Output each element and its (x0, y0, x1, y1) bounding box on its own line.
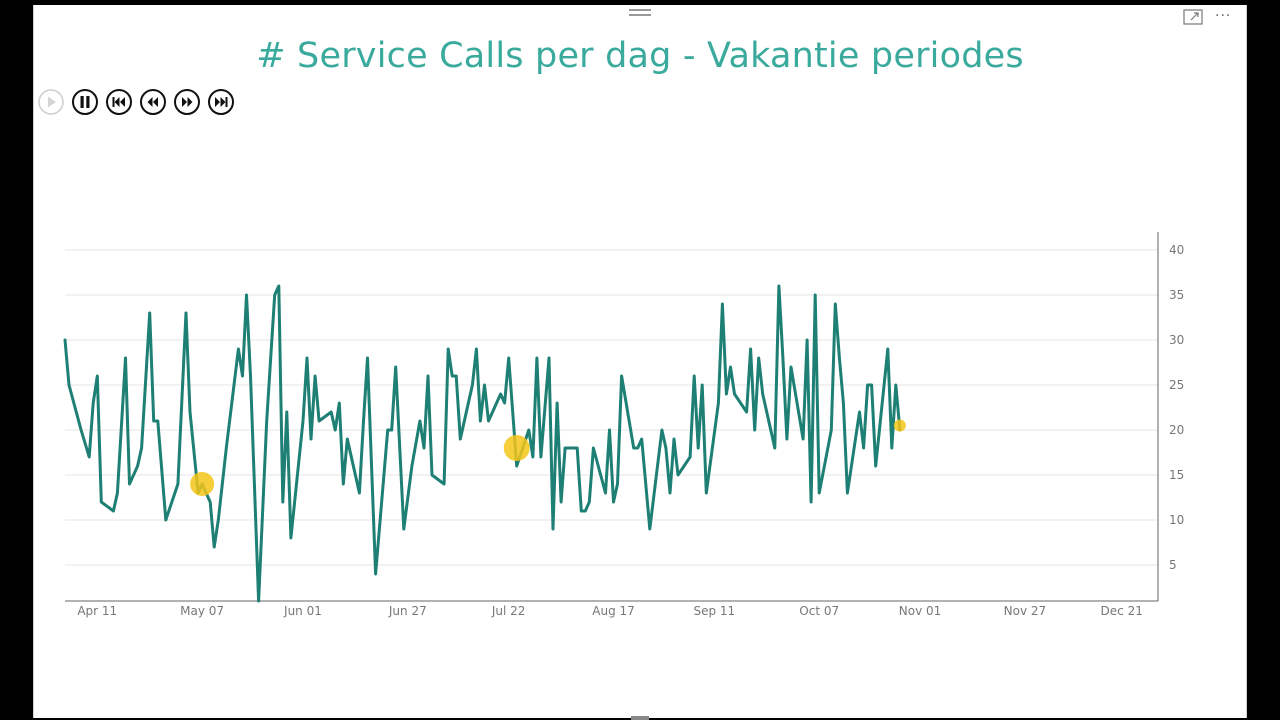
previous-frame-button[interactable] (139, 88, 167, 116)
drag-handle-bar (629, 13, 651, 16)
y-tick-label: 35 (1169, 288, 1184, 302)
chart-title: # Service Calls per dag - Vakantie perio… (256, 36, 1024, 76)
highlight-bubble (503, 435, 530, 461)
last-frame-button[interactable] (207, 88, 235, 116)
y-tick-label: 10 (1169, 513, 1184, 527)
x-tick-label: Jun 27 (388, 604, 427, 618)
x-tick-label: Sep 11 (693, 604, 735, 618)
x-tick-label: Jun 01 (283, 604, 322, 618)
axes: 5 10 15 20 25 30 35 40 Apr 11 May 07 Jun 01 Jun 27 J… (65, 232, 1184, 618)
skip-to-start-icon (112, 97, 125, 107)
x-tick-label: Oct 07 (799, 604, 839, 618)
step-forward-icon (182, 97, 193, 107)
x-tick-label: Nov 27 (1004, 604, 1047, 618)
x-tick-label: Jul 22 (491, 604, 526, 618)
highlights (190, 419, 906, 496)
y-tick-label: 20 (1169, 423, 1184, 437)
focus-mode-icon[interactable] (1183, 9, 1203, 25)
series-line (63, 284, 902, 603)
y-tick-label: 15 (1169, 468, 1184, 482)
y-tick-label: 25 (1169, 378, 1184, 392)
first-frame-button[interactable] (105, 88, 133, 116)
x-tick-label: May 07 (180, 604, 224, 618)
bottom-resize-handle[interactable] (631, 716, 649, 720)
pause-button[interactable] (71, 88, 99, 116)
play-axis-controls (37, 88, 235, 116)
pause-icon (80, 96, 90, 108)
drag-handle-bar (629, 8, 651, 11)
play-icon (48, 96, 56, 108)
y-tick-label: 40 (1169, 243, 1184, 257)
highlight-bubble (190, 472, 215, 496)
drag-handle[interactable] (629, 5, 651, 19)
x-tick-label: Apr 11 (77, 604, 117, 618)
x-tick-label: Aug 17 (592, 604, 635, 618)
series (63, 284, 902, 603)
more-options-icon[interactable]: ··· (1215, 8, 1232, 24)
y-tick-label: 5 (1169, 558, 1177, 572)
skip-to-end-icon (215, 97, 228, 107)
highlight-bubble (893, 419, 906, 432)
report-visual-frame (33, 5, 1247, 718)
x-tick-label: Dec 21 (1101, 604, 1143, 618)
gridlines (65, 249, 1158, 566)
play-button[interactable] (37, 88, 65, 116)
step-back-icon (147, 97, 158, 107)
next-frame-button[interactable] (173, 88, 201, 116)
y-tick-label: 30 (1169, 333, 1184, 347)
x-tick-label: Nov 01 (899, 604, 942, 618)
